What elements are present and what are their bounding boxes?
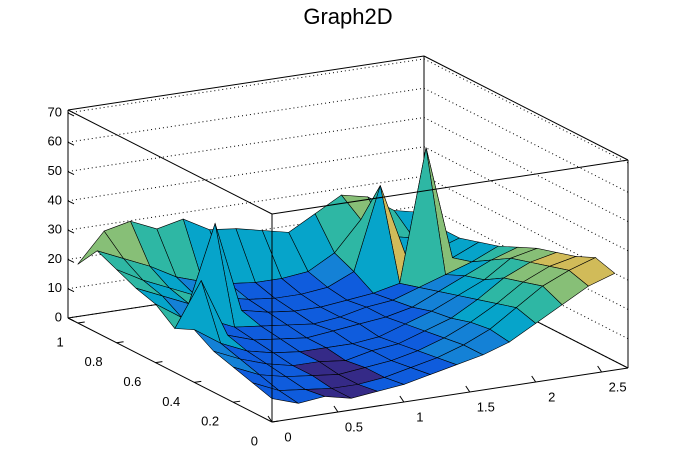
tick-mark xyxy=(271,420,280,423)
tick-mark xyxy=(116,341,124,344)
tick-mark xyxy=(399,395,405,403)
tick-mark xyxy=(597,365,603,373)
tick-mark xyxy=(155,361,163,364)
x-tick-label: 2.5 xyxy=(609,379,627,394)
x-tick-label: 2 xyxy=(548,389,555,404)
tick-mark xyxy=(267,415,273,423)
x-tick-label: 0.5 xyxy=(345,419,363,434)
tick-mark xyxy=(77,321,85,324)
tick-mark xyxy=(67,171,75,175)
y-tick-label: 0 xyxy=(251,433,258,448)
z-tick-label: 10 xyxy=(48,280,62,295)
x-tick-label: 0 xyxy=(284,429,291,444)
z-tick-label: 50 xyxy=(48,163,62,178)
z-tick-label: 40 xyxy=(48,192,62,207)
grid-line xyxy=(67,87,629,193)
tick-mark xyxy=(67,288,75,293)
y-tick-label: 0.8 xyxy=(84,354,102,369)
y-tick-label: 1 xyxy=(56,334,63,349)
tick-mark xyxy=(531,375,537,383)
y-tick-label: 0.6 xyxy=(123,374,141,389)
z-tick-label: 30 xyxy=(48,222,62,237)
tick-mark xyxy=(67,112,75,117)
grid-line xyxy=(67,117,629,222)
box-edge xyxy=(67,317,273,423)
tick-mark xyxy=(67,229,75,234)
x-tick-label: 1 xyxy=(416,409,423,424)
tick-mark xyxy=(67,258,75,263)
z-tick-label: 60 xyxy=(48,134,62,149)
tick-mark xyxy=(67,141,75,146)
grid-line xyxy=(67,146,629,252)
tick-mark xyxy=(465,385,471,393)
z-tick-label: 0 xyxy=(55,309,62,324)
y-tick-label: 0.2 xyxy=(201,414,219,429)
box-edge xyxy=(67,109,273,215)
tick-mark xyxy=(194,380,202,383)
tick-mark xyxy=(233,400,241,403)
z-tick-label: 70 xyxy=(48,104,62,119)
y-tick-label: 0.4 xyxy=(162,394,180,409)
box-edge xyxy=(271,367,629,423)
grid-line xyxy=(67,58,629,164)
tick-mark xyxy=(67,200,75,205)
box-edge xyxy=(271,159,629,215)
x-tick-label: 1.5 xyxy=(477,399,495,414)
z-tick-label: 20 xyxy=(48,251,62,266)
box-edge xyxy=(67,55,425,111)
chart-title: Graph2D xyxy=(303,4,392,29)
tick-mark xyxy=(333,405,339,413)
surface-cell xyxy=(252,382,299,404)
box-edge xyxy=(423,55,629,161)
